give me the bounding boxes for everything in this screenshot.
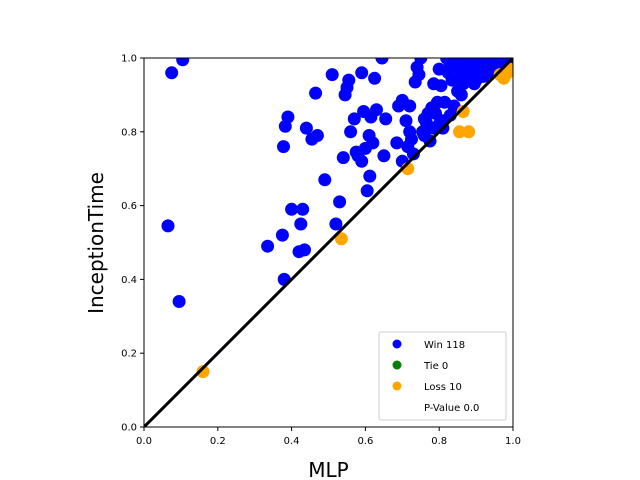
point-win [329,217,343,231]
point-win [434,79,448,93]
point-win [325,68,339,82]
point-win [379,112,393,126]
point-win [363,169,377,183]
point-win [298,243,311,257]
point-loss [453,125,466,139]
point-win [294,217,308,231]
point-win [368,71,382,85]
point-win [469,73,483,87]
point-win [414,58,428,65]
point-win [390,136,404,150]
point-win [172,295,186,308]
point-win [261,239,275,253]
point-win [405,132,418,146]
point-win [375,58,389,65]
legend-label: Loss 10 [424,382,462,393]
legend-marker [392,339,402,349]
point-win [406,147,420,161]
point-loss [456,105,470,118]
point-win [454,88,468,102]
point-win [344,125,358,139]
diagonal-reference-line [144,58,513,427]
point-loss [462,125,476,139]
point-win [309,86,323,100]
x-tick-label: 0.6 [357,436,373,447]
y-tick-label: 0.2 [121,349,137,360]
x-tick-label: 0.8 [431,436,447,447]
x-tick-label: 0.2 [210,436,226,447]
point-win [277,140,290,154]
point-win [342,73,356,87]
point-win [377,149,391,163]
point-win [427,121,441,135]
legend-label: Tie 0 [423,361,448,372]
y-tick-label: 1.0 [121,54,137,65]
point-win [318,173,332,187]
point-win [310,129,324,142]
point-win [417,129,431,142]
point-loss [334,232,348,246]
x-tick-label: 0.0 [136,436,152,447]
y-axis-title: InceptionTime [84,172,108,314]
x-tick-label: 1.0 [505,436,521,447]
point-win [370,103,383,117]
point-win [299,121,313,135]
point-loss [196,365,210,379]
point-win [355,66,369,80]
point-win [165,66,179,80]
point-win [347,112,361,126]
point-win [275,228,289,242]
point-win [281,110,295,124]
point-win [458,75,472,89]
point-win [285,202,299,216]
legend-label: Win 118 [424,340,465,351]
y-tick-label: 0.6 [121,201,137,212]
point-win [399,114,413,128]
point-win [366,136,380,150]
point-win [296,202,310,216]
legend: Win 118 Tie 0 Loss 10 P-Value 0.0 [378,331,507,421]
point-win [360,184,374,198]
point-win [412,68,426,82]
y-tick-label: 0.4 [121,275,137,286]
point-win [333,195,347,209]
legend-marker [392,360,402,370]
plot-area [144,58,513,427]
point-win [355,154,369,168]
legend-label: P-Value 0.0 [424,403,479,414]
axes-frame [143,57,514,428]
point-win [336,151,350,165]
x-axis-title: MLP [308,458,348,480]
x-tick-label: 0.4 [284,436,300,447]
y-tick-label: 0.8 [121,127,137,138]
legend-box [378,331,507,421]
y-tick-label: 0.0 [121,423,137,434]
axes: 0.0 0.2 0.4 0.6 0.8 1.0 0.0 0.2 0.4 0.6 0.8 1.0 [121,54,521,448]
point-win [161,219,175,233]
legend-marker [392,381,402,391]
point-win [403,99,417,113]
point-win [176,58,190,67]
